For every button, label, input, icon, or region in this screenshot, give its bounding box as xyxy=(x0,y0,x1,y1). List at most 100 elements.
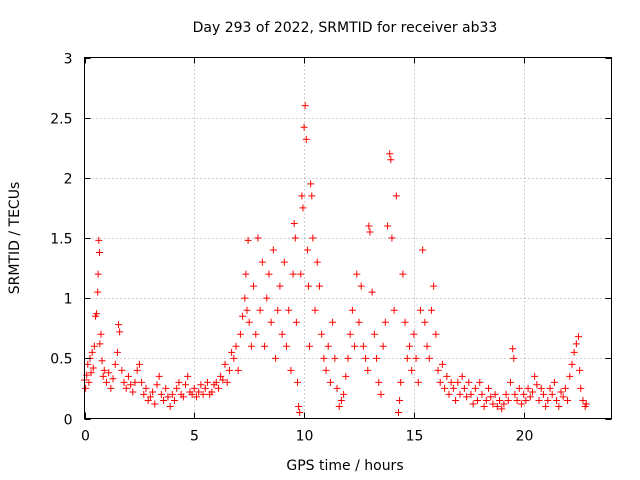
data-point xyxy=(115,321,123,329)
data-point xyxy=(153,381,161,389)
data-point xyxy=(414,378,422,386)
data-point xyxy=(276,282,284,290)
data-point xyxy=(95,236,103,244)
data-point xyxy=(443,372,451,380)
data-point xyxy=(258,258,266,266)
data-point xyxy=(441,384,449,392)
data-point xyxy=(99,372,107,380)
data-point xyxy=(575,333,583,341)
data-point xyxy=(387,156,395,164)
data-point xyxy=(135,360,143,368)
data-point xyxy=(476,378,484,386)
data-point xyxy=(517,400,525,408)
data-point xyxy=(142,384,150,392)
data-point xyxy=(491,390,499,398)
data-point xyxy=(469,400,477,408)
data-point xyxy=(214,384,222,392)
data-point xyxy=(100,366,108,374)
data-point xyxy=(308,192,316,200)
data-point xyxy=(526,393,534,401)
y-axis-label: SRMTID / TECUs xyxy=(7,182,23,295)
data-point xyxy=(208,388,216,396)
data-point xyxy=(572,340,580,348)
x-axis-label: GPS time / hours xyxy=(286,458,403,474)
data-point xyxy=(107,384,115,392)
data-point xyxy=(463,393,471,401)
data-point xyxy=(550,378,558,386)
data-point xyxy=(245,318,253,326)
grid-lines xyxy=(84,57,612,419)
data-point xyxy=(471,384,479,392)
data-point xyxy=(309,234,317,242)
data-point xyxy=(306,342,314,350)
data-point xyxy=(456,390,464,398)
data-point xyxy=(430,282,438,290)
data-point xyxy=(399,270,407,278)
y-tick-label: 3 xyxy=(64,52,73,68)
data-point xyxy=(111,360,119,368)
data-point xyxy=(458,372,466,380)
data-point xyxy=(445,390,453,398)
data-point xyxy=(94,270,102,278)
data-point xyxy=(124,372,132,380)
data-point xyxy=(515,384,523,392)
data-point xyxy=(537,384,545,392)
data-point xyxy=(412,354,420,362)
data-point xyxy=(524,384,532,392)
data-point xyxy=(353,270,361,278)
data-point xyxy=(377,390,385,398)
y-tick-label: 2.5 xyxy=(50,112,72,128)
data-point xyxy=(315,282,323,290)
data-point xyxy=(82,384,90,392)
data-point xyxy=(548,390,556,398)
data-point xyxy=(331,354,339,362)
data-point xyxy=(236,330,244,338)
data-point xyxy=(302,135,310,143)
data-point xyxy=(390,306,398,314)
data-point xyxy=(272,354,280,362)
data-point xyxy=(553,396,561,404)
data-point xyxy=(434,366,442,374)
data-point xyxy=(243,306,251,314)
data-point xyxy=(96,340,104,348)
x-tick-label: 20 xyxy=(516,429,534,445)
data-point xyxy=(493,402,501,410)
data-point xyxy=(432,330,440,338)
data-point xyxy=(570,348,578,356)
data-point xyxy=(269,246,277,254)
data-point xyxy=(344,354,352,362)
data-point xyxy=(263,294,271,302)
data-point xyxy=(195,388,203,396)
data-point xyxy=(223,378,231,386)
data-point xyxy=(311,306,319,314)
data-point xyxy=(335,402,343,410)
data-point xyxy=(559,393,567,401)
data-point xyxy=(366,228,374,236)
data-point xyxy=(370,330,378,338)
data-point xyxy=(118,366,126,374)
data-point xyxy=(239,312,247,320)
data-point xyxy=(397,378,405,386)
data-point xyxy=(528,388,536,396)
data-points xyxy=(81,102,590,416)
data-point xyxy=(155,372,163,380)
data-point xyxy=(474,396,482,404)
data-point xyxy=(292,318,300,326)
data-point xyxy=(241,294,249,302)
data-point xyxy=(160,396,168,404)
data-point xyxy=(201,384,209,392)
data-point xyxy=(182,381,190,389)
data-point xyxy=(149,388,157,396)
data-point xyxy=(113,348,121,356)
data-point xyxy=(337,396,345,404)
data-point xyxy=(326,378,334,386)
data-point xyxy=(368,288,376,296)
data-point xyxy=(346,330,354,338)
data-point xyxy=(320,354,328,362)
data-point xyxy=(295,402,303,410)
data-point xyxy=(510,354,518,362)
data-point xyxy=(539,390,547,398)
data-point xyxy=(454,378,462,386)
data-point xyxy=(274,306,282,314)
